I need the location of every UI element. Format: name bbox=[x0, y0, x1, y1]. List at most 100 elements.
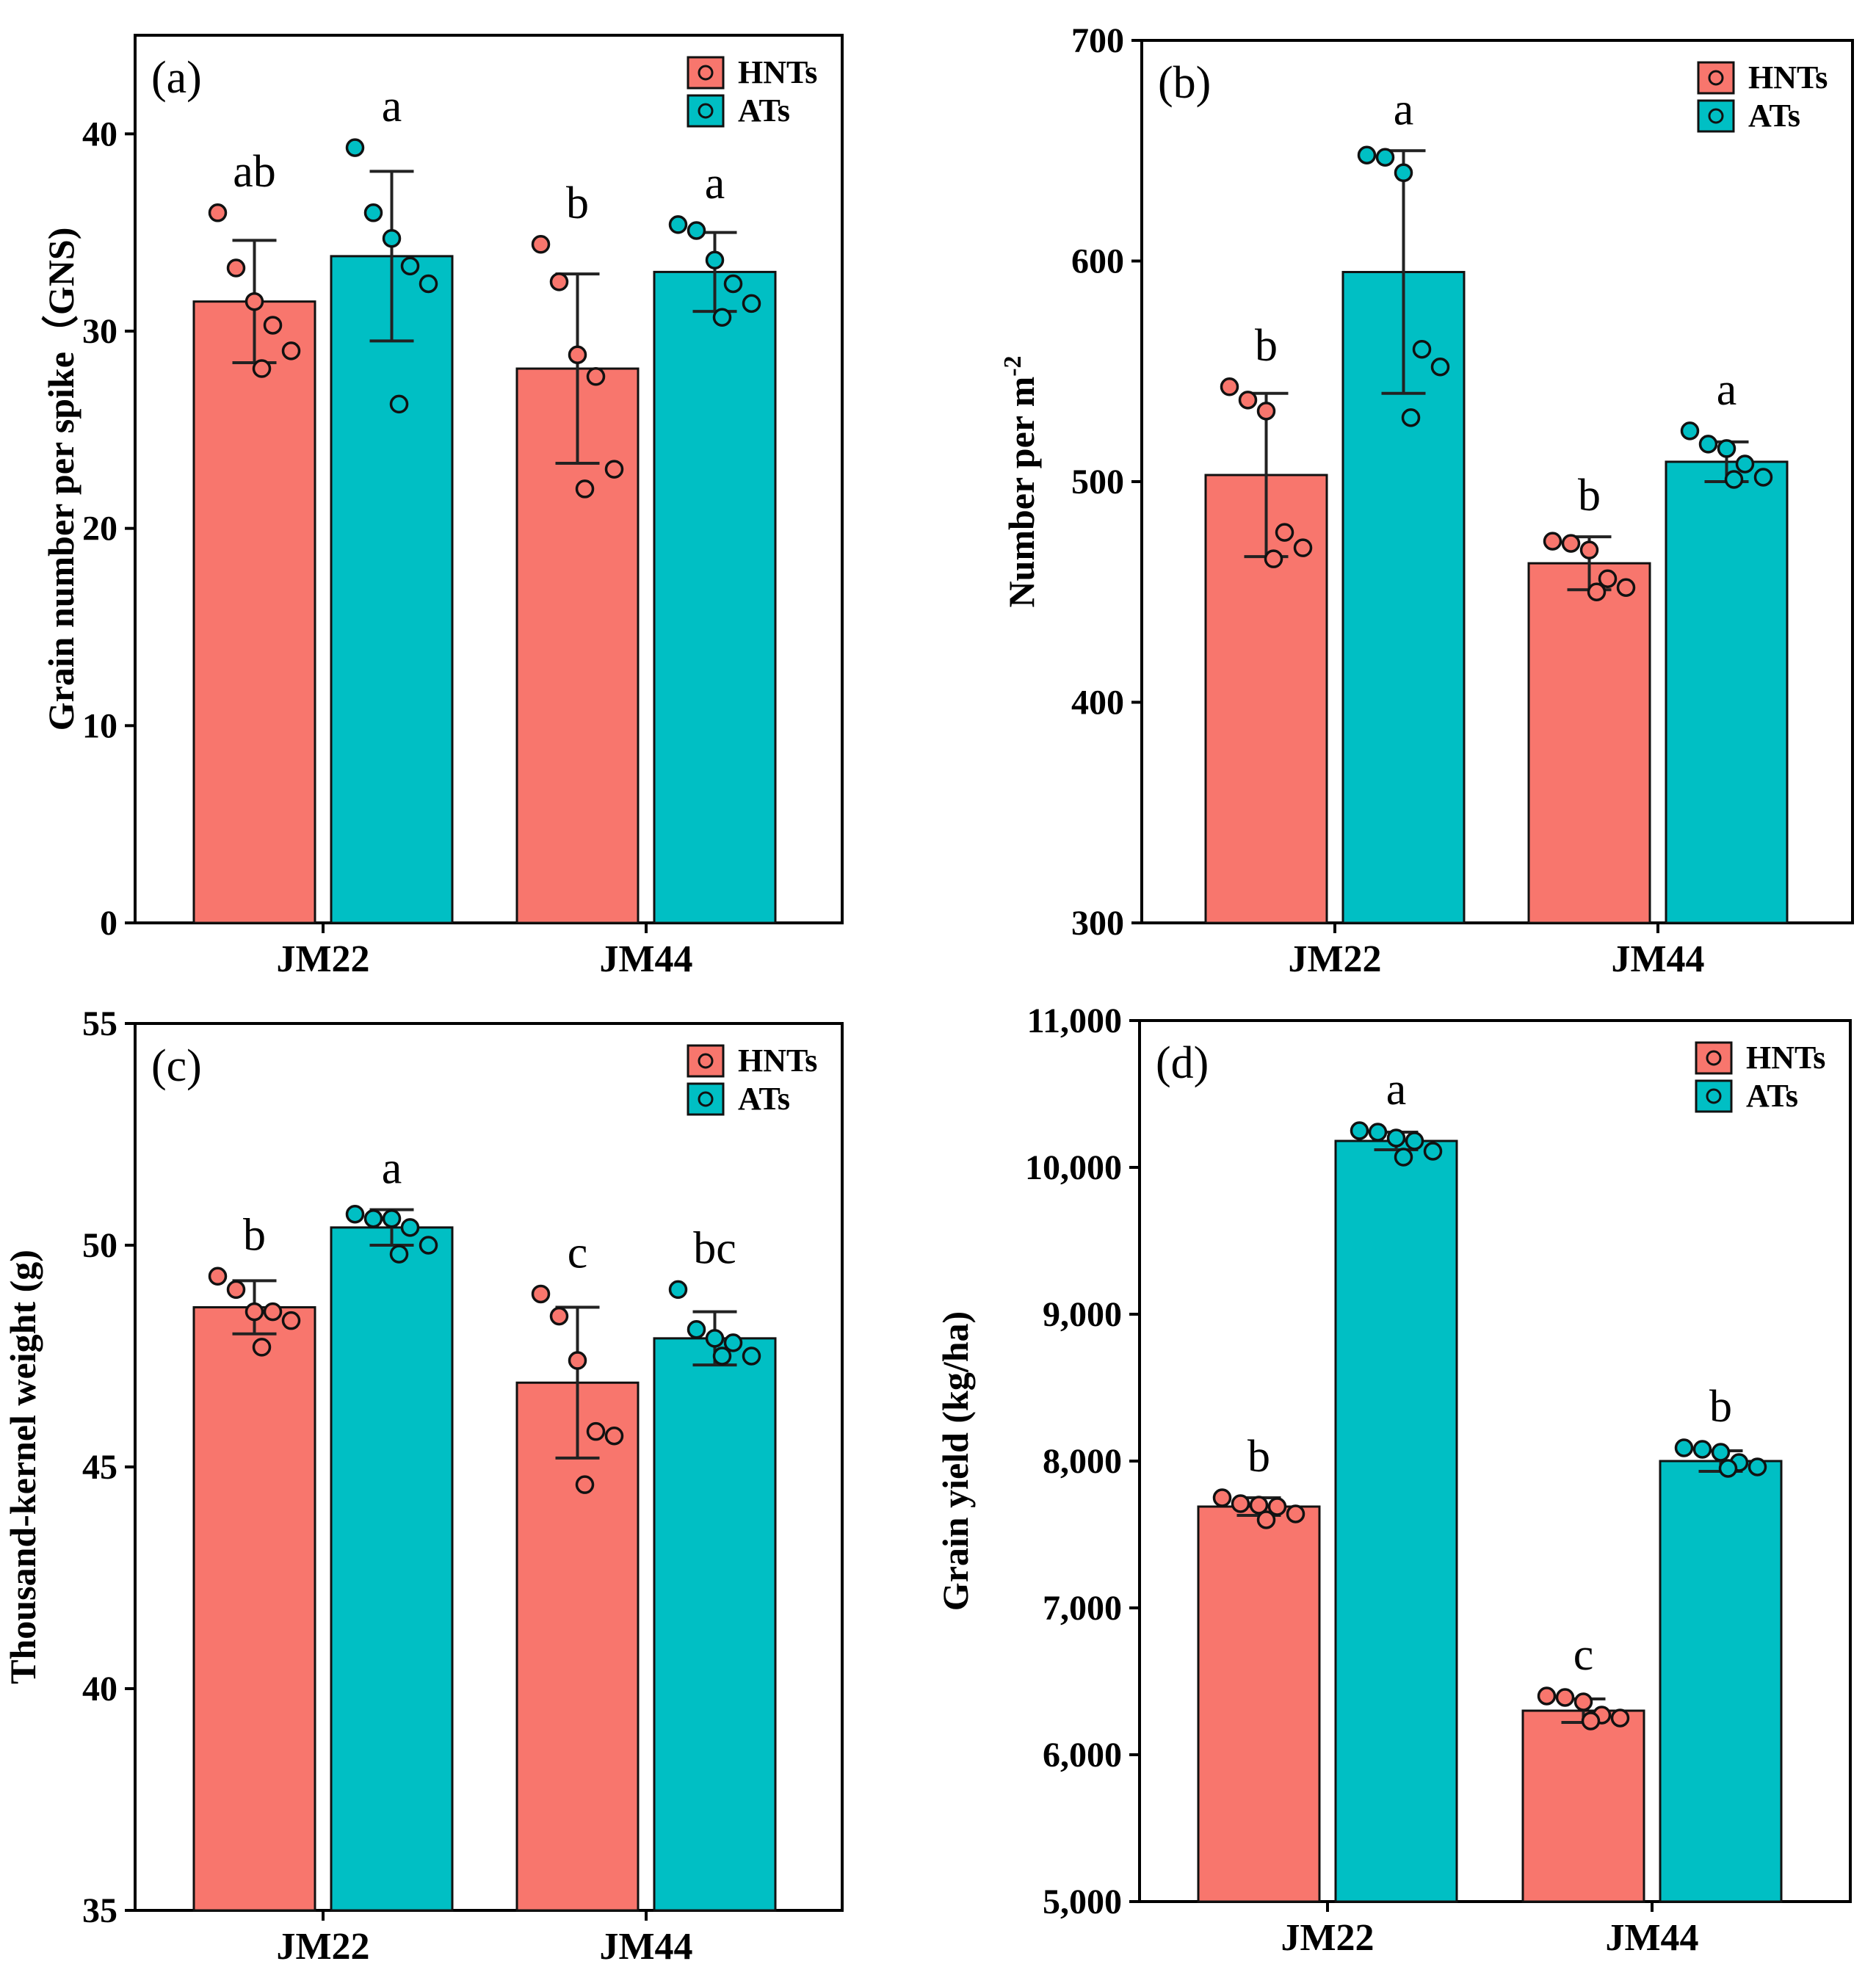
data-point bbox=[1412, 339, 1432, 359]
data-point bbox=[1264, 549, 1283, 568]
significance-letter: c bbox=[1573, 1630, 1594, 1680]
significance-letter: b bbox=[1709, 1382, 1732, 1432]
data-point bbox=[245, 291, 264, 311]
chart-panel-c: 35 40 45 50 55 JM22 JM44 Thousand-kernel weight… bbox=[2, 1004, 844, 1968]
y-tick-label: 7,000 bbox=[1043, 1589, 1122, 1628]
y-tick-label: 9,000 bbox=[1043, 1295, 1122, 1334]
chart-panel-d: 5,000 6,000 7,000 8,000 9,000 10,000 11,000 JM2… bbox=[935, 1001, 1852, 1959]
data-point bbox=[1680, 421, 1700, 441]
data-point bbox=[1598, 569, 1618, 588]
bar-hnts-jm22 bbox=[1197, 1505, 1321, 1903]
bar-hnts-jm22 bbox=[192, 1306, 316, 1912]
y-axis-title: Number per m-2 bbox=[999, 355, 1042, 607]
data-point bbox=[723, 1333, 743, 1352]
bar-ats-jm44 bbox=[653, 1337, 777, 1912]
data-point bbox=[1386, 1128, 1406, 1148]
y-tick-label: 6,000 bbox=[1043, 1736, 1122, 1775]
data-point bbox=[1581, 1711, 1601, 1731]
panel-label: (d) bbox=[1156, 1038, 1209, 1088]
data-point bbox=[263, 316, 283, 335]
y-tick-label: 20 bbox=[82, 510, 117, 548]
significance-letter: b bbox=[1578, 471, 1601, 521]
data-point bbox=[226, 258, 246, 278]
y-tick-label: 40 bbox=[82, 115, 117, 153]
significance-letter: b bbox=[243, 1210, 266, 1260]
y-tick-label: 50 bbox=[82, 1226, 117, 1265]
panel-label: (b) bbox=[1158, 58, 1211, 108]
y-tick-label: 5,000 bbox=[1043, 1882, 1122, 1921]
panel-label: (a) bbox=[151, 53, 202, 103]
y-tick-label: 45 bbox=[82, 1448, 117, 1487]
significance-letter: bc bbox=[693, 1223, 736, 1273]
data-point bbox=[382, 228, 402, 248]
significance-letter: ab bbox=[233, 147, 276, 197]
data-point bbox=[705, 1329, 725, 1348]
bar-ats-jm44 bbox=[1659, 1460, 1783, 1903]
plot-frame bbox=[134, 34, 844, 924]
y-tick-label: 400 bbox=[1071, 684, 1124, 722]
data-point bbox=[1267, 1497, 1287, 1516]
data-point bbox=[712, 308, 732, 327]
y-axis-title: Grain number per spike（GNS) bbox=[40, 228, 82, 731]
data-point bbox=[531, 235, 551, 254]
data-point bbox=[1231, 1494, 1250, 1513]
data-point bbox=[575, 1475, 595, 1494]
legend-label-ats: ATs bbox=[1746, 1078, 1798, 1114]
data-point bbox=[1692, 1440, 1712, 1459]
data-point bbox=[1711, 1443, 1731, 1462]
data-point bbox=[400, 1218, 420, 1237]
data-point bbox=[1394, 1148, 1413, 1167]
significance-letter: a bbox=[705, 159, 725, 209]
bar-ats-jm44 bbox=[653, 270, 777, 924]
data-point bbox=[1579, 540, 1599, 559]
data-point bbox=[1256, 1510, 1276, 1529]
legend-label-ats: ATs bbox=[738, 1081, 790, 1117]
y-tick-label: 30 bbox=[82, 312, 117, 351]
data-point bbox=[705, 250, 725, 270]
data-point bbox=[1610, 1708, 1630, 1728]
data-point bbox=[389, 394, 409, 414]
data-point bbox=[1256, 402, 1276, 421]
data-point bbox=[1587, 582, 1607, 601]
y-tick-label: 10 bbox=[82, 706, 117, 745]
data-point bbox=[668, 215, 688, 234]
panel-label: (c) bbox=[151, 1041, 202, 1091]
data-point bbox=[345, 138, 365, 157]
legend-label-ats: ATs bbox=[738, 93, 790, 128]
data-point bbox=[363, 1209, 383, 1228]
legend-marker bbox=[1706, 1050, 1722, 1066]
significance-letter: b bbox=[1255, 321, 1278, 371]
chart-panel-b: 300 400 500 600 700 JM22 JM44 Number per m-2 (b)… bbox=[999, 21, 1854, 980]
data-point bbox=[604, 460, 624, 479]
legend-marker bbox=[1708, 70, 1724, 86]
bar-ats-jm22 bbox=[1334, 1139, 1458, 1903]
data-point bbox=[1357, 145, 1377, 165]
data-point bbox=[1430, 357, 1450, 377]
data-point bbox=[281, 1311, 301, 1330]
data-point bbox=[263, 1302, 283, 1322]
data-point bbox=[687, 1320, 706, 1339]
data-point bbox=[1724, 470, 1744, 489]
data-point bbox=[742, 1347, 761, 1366]
legend-label-ats: ATs bbox=[1748, 98, 1800, 134]
data-point bbox=[1543, 532, 1562, 551]
x-tick-label: JM44 bbox=[599, 1926, 692, 1968]
legend-marker bbox=[698, 65, 714, 81]
significance-letter: b bbox=[566, 178, 589, 228]
legend-label-hnts: HNTs bbox=[1748, 59, 1828, 95]
y-tick-label: 0 bbox=[100, 904, 117, 943]
data-point bbox=[1249, 1496, 1269, 1515]
y-axis-title: Thousand-kernel weight (g) bbox=[2, 1250, 43, 1684]
data-point bbox=[1212, 1488, 1232, 1507]
y-tick-label: 8,000 bbox=[1043, 1442, 1122, 1481]
data-point bbox=[1573, 1692, 1593, 1711]
y-tick-label: 700 bbox=[1071, 21, 1124, 60]
significance-letter: a bbox=[1717, 365, 1737, 415]
legend-label-hnts: HNTs bbox=[738, 54, 817, 90]
significance-letter: b bbox=[1247, 1432, 1270, 1482]
legend-label-hnts: HNTs bbox=[1746, 1040, 1825, 1076]
data-point bbox=[419, 274, 438, 294]
y-tick-label: 40 bbox=[82, 1670, 117, 1708]
x-tick-label: JM22 bbox=[276, 938, 369, 980]
